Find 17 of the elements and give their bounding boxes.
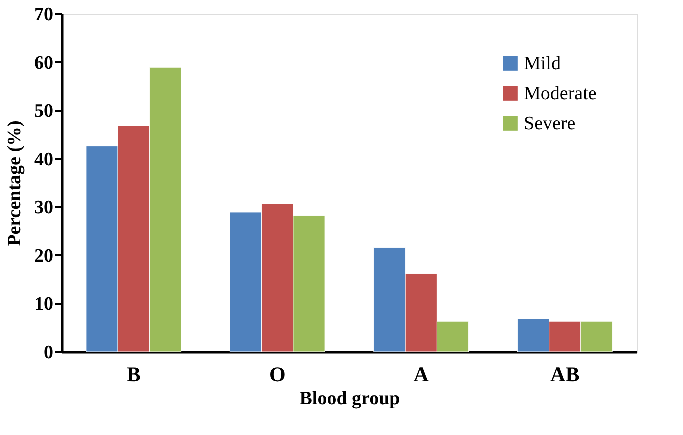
legend-label: Moderate xyxy=(524,84,597,104)
x-axis-title: Blood group xyxy=(300,388,400,410)
x-tick-label: B xyxy=(126,362,141,386)
y-tick-label: 60 xyxy=(34,52,54,74)
y-tick-label: 40 xyxy=(34,149,54,170)
y-tick-label: 10 xyxy=(34,294,54,316)
legend-label: Severe xyxy=(524,114,576,134)
legend-label: Mild xyxy=(524,54,562,74)
y-tick-label: 0 xyxy=(44,342,54,364)
x-tick-label: O xyxy=(269,362,286,386)
y-tick-label: 50 xyxy=(34,101,54,122)
x-tick-label: A xyxy=(414,362,430,386)
x-tick-label: AB xyxy=(550,362,580,386)
y-tick-label: 70 xyxy=(34,4,54,26)
y-axis-title: Percentage (%) xyxy=(4,120,26,246)
y-tick-label: 30 xyxy=(34,198,54,219)
y-tick-label: 20 xyxy=(34,246,54,267)
